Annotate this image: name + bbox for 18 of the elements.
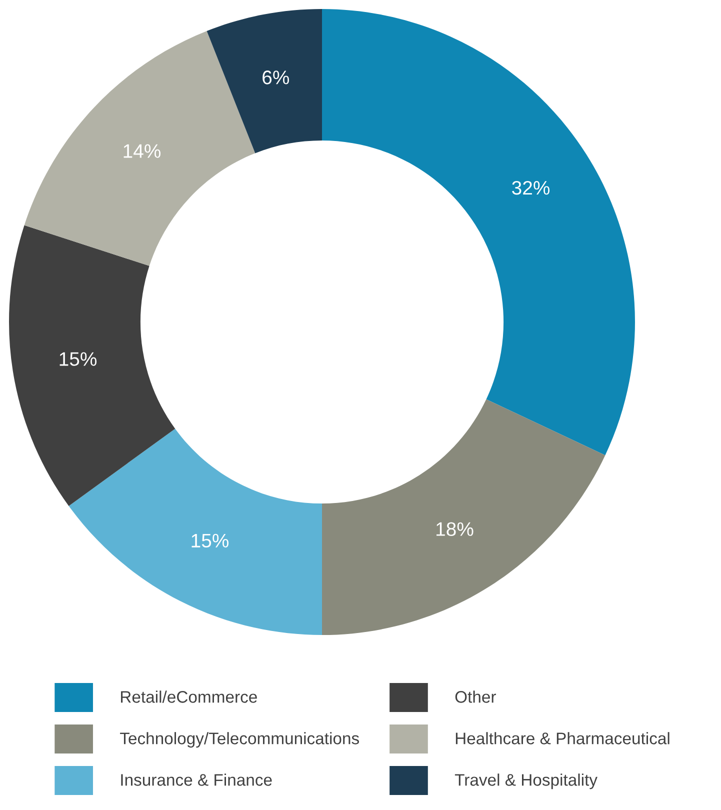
donut-slice [322,399,606,635]
data-label: 32% [512,180,550,195]
legend-label: Other [455,690,496,703]
donut-slice [322,9,635,456]
donut-slice [24,30,256,266]
data-label: 14% [124,144,161,158]
donut-slice [206,9,322,154]
legend-label: Insurance & Finance [121,774,272,786]
data-label: 15% [60,352,97,366]
legend-label: Retail/eCommerce [121,690,257,703]
legend-label: Technology/Telecommunications [120,732,359,748]
donut-slice [9,225,176,506]
data-label: 6% [262,70,290,84]
data-label: 15% [192,534,229,548]
legend-label: Travel & Hospitality [454,774,598,790]
donut-slice [68,428,322,635]
data-label: 18% [436,522,474,536]
legend-label: Healthcare & Pharmaceutical [456,732,670,744]
